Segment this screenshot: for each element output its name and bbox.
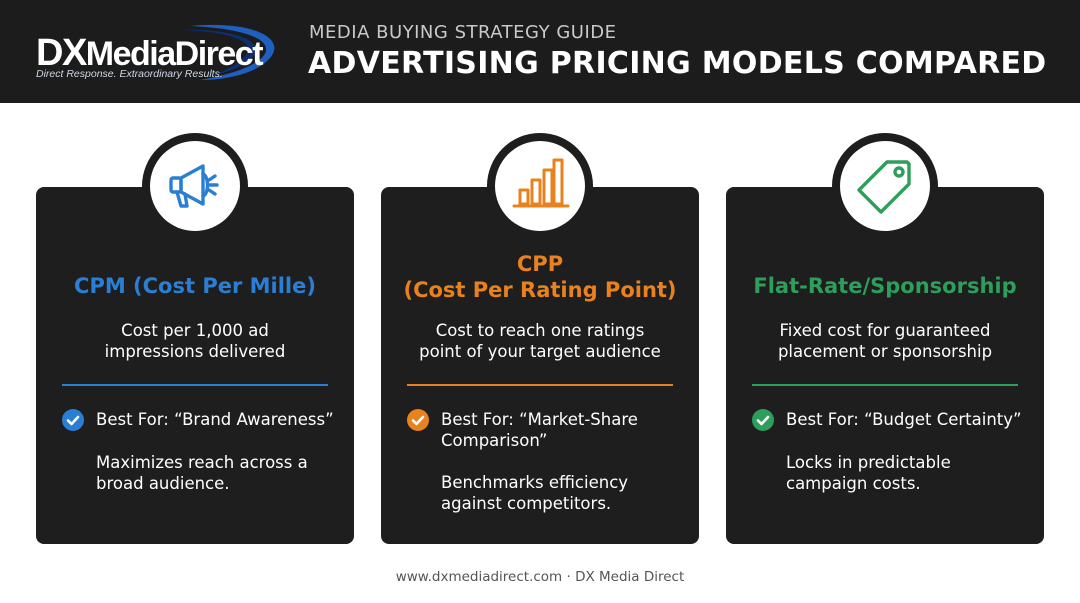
card-description-line: point of your target audience	[419, 342, 661, 361]
card-detail-line: Locks in predictable	[786, 453, 951, 472]
logo-swoosh-icon	[180, 24, 275, 81]
card-description-line: placement or sponsorship	[777, 342, 993, 361]
card-description-line: Cost to reach one ratings	[435, 321, 645, 340]
card-title: Flat-Rate/Sponsorship	[753, 274, 1017, 298]
card-description: Fixed cost for guaranteed placement or s…	[726, 320, 1044, 362]
card-flat-rate: Flat-Rate/Sponsorship Fixed cost for gua…	[726, 187, 1044, 544]
best-for: Best For: “Market-Share Comparison”	[441, 409, 691, 451]
best-for-line: Best For: “Brand Awareness”	[96, 410, 334, 429]
footer-credit: www.dxmediadirect.com · DX Media Direct	[395, 569, 685, 585]
checkmark-icon	[62, 409, 84, 431]
card-cpp: CPP (Cost Per Rating Point) Cost to reac…	[381, 187, 699, 544]
megaphone-icon	[169, 164, 219, 208]
badge-cpp	[487, 133, 593, 239]
card-detail-line: against competitors.	[441, 494, 612, 513]
price-tag-icon	[857, 160, 911, 214]
card-detail: Locks in predictable campaign costs.	[786, 452, 1036, 494]
logo-wordmark: DXMediaDirect	[36, 32, 264, 75]
card-title: CPM (Cost Per Mille)	[74, 274, 316, 298]
card-divider	[752, 384, 1018, 386]
card-title-line: (Cost Per Rating Point)	[403, 278, 677, 302]
card-divider	[407, 384, 673, 386]
checkmark-icon	[407, 409, 429, 431]
logo-tagline: Direct Response. Extraordinary Results.	[36, 68, 223, 80]
card-description-line: impressions delivered	[104, 342, 286, 361]
header-bar: DXMediaDirect Direct Response. Extraordi…	[0, 0, 1080, 103]
best-for-line: Best For: “Budget Certainty”	[786, 410, 1022, 429]
card-detail-line: broad audience.	[96, 474, 230, 493]
page-subtitle: MEDIA BUYING STRATEGY GUIDE	[309, 22, 617, 43]
card-detail: Maximizes reach across a broad audience.	[96, 452, 346, 494]
card-divider	[62, 384, 328, 386]
badge-flat-rate	[832, 133, 938, 239]
dx-media-direct-logo: DXMediaDirect Direct Response. Extraordi…	[30, 22, 285, 82]
card-description-line: Fixed cost for guaranteed	[779, 321, 991, 340]
card-detail-line: campaign costs.	[786, 474, 921, 493]
page-title: ADVERTISING PRICING MODELS COMPARED	[308, 46, 1047, 81]
checkmark-icon	[752, 409, 774, 431]
card-cpm: CPM (Cost Per Mille) Cost per 1,000 ad i…	[36, 187, 354, 544]
card-description: Cost to reach one ratings point of your …	[381, 320, 699, 362]
card-detail: Benchmarks efficiency against competitor…	[441, 472, 691, 514]
card-detail-line: Maximizes reach across a	[96, 453, 308, 472]
card-title-line: CPP	[516, 252, 564, 276]
logo-suffix: MediaDirect	[85, 35, 264, 73]
card-detail-line: Benchmarks efficiency	[441, 473, 629, 492]
best-for-line: Comparison”	[441, 431, 548, 450]
best-for-line: Best For: “Market-Share	[441, 410, 638, 429]
card-description-line: Cost per 1,000 ad	[121, 321, 269, 340]
best-for: Best For: “Budget Certainty”	[786, 409, 1036, 430]
best-for: Best For: “Brand Awareness”	[96, 409, 346, 430]
card-description: Cost per 1,000 ad impressions delivered	[36, 320, 354, 362]
logo-prefix: DX	[36, 32, 87, 74]
card-title: CPP (Cost Per Rating Point)	[381, 251, 699, 303]
badge-cpm	[142, 133, 248, 239]
bar-chart-icon	[512, 158, 570, 208]
